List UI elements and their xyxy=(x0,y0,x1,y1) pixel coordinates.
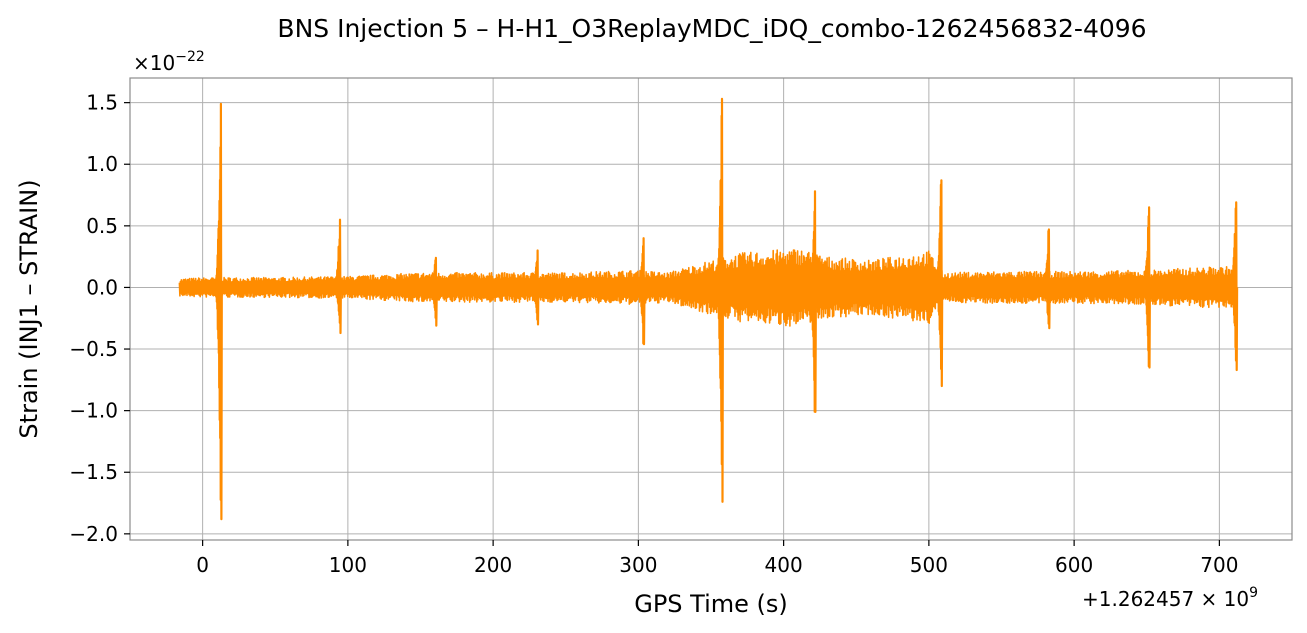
x-offset-exponent: 9 xyxy=(1249,585,1258,601)
x-tick-label: 0 xyxy=(196,553,209,577)
y-scale-exponent: −22 xyxy=(175,49,205,65)
y-axis-title: Strain (INJ1 – STRAIN) xyxy=(15,179,43,438)
injection-spike xyxy=(428,256,438,327)
y-tick-label: −0.5 xyxy=(69,337,118,361)
injection-spike xyxy=(1228,201,1239,372)
injection-spike xyxy=(807,190,817,413)
svg-text:×10−22: ×10−22 xyxy=(133,49,205,75)
x-offset-prefix: +1.262457 × 10 xyxy=(1082,587,1249,611)
plot-frame xyxy=(129,77,1293,541)
ticks-layer: 0 100 200 300 400 500 600 700 −2.0 −1.5 −1.0 −0.5 0.… xyxy=(69,91,1238,577)
y-tick-label: −1.0 xyxy=(69,399,118,423)
x-tick-label: 600 xyxy=(1055,553,1093,577)
y-scale-factor: ×10−22 xyxy=(133,49,205,75)
chart-title: BNS Injection 5 – H-H1_O3ReplayMDC_iDQ_c… xyxy=(277,14,1146,43)
x-tick-label: 200 xyxy=(474,553,512,577)
series-layer xyxy=(178,97,1239,521)
y-tick-label: 0.5 xyxy=(86,214,118,238)
y-tick-label: 0.0 xyxy=(86,275,118,299)
x-tick-label: 500 xyxy=(910,553,948,577)
y-tick-label: −2.0 xyxy=(69,522,118,546)
y-scale-prefix: ×10 xyxy=(133,51,175,75)
injection-spike xyxy=(1141,206,1151,369)
y-tick-label: −1.5 xyxy=(69,460,118,484)
injection-spike xyxy=(714,97,724,503)
injection-spike xyxy=(530,249,540,326)
x-tick-label: 400 xyxy=(765,553,803,577)
injection-spike xyxy=(636,237,646,346)
injection-spike xyxy=(933,179,944,388)
x-tick-label: 700 xyxy=(1200,553,1238,577)
injection-spike xyxy=(1041,228,1051,330)
strain-noise-trace xyxy=(178,249,1238,327)
injection-spike xyxy=(213,102,223,521)
x-tick-label: 300 xyxy=(619,553,657,577)
x-axis-title: GPS Time (s) xyxy=(634,590,788,618)
x-tick-label: 100 xyxy=(329,553,367,577)
y-tick-label: 1.5 xyxy=(86,91,118,115)
y-tick-label: 1.0 xyxy=(86,152,118,176)
svg-text:+1.262457 × 109: +1.262457 × 109 xyxy=(1082,585,1258,611)
x-offset-label: +1.262457 × 109 xyxy=(1082,585,1258,611)
injection-spike xyxy=(332,218,342,335)
